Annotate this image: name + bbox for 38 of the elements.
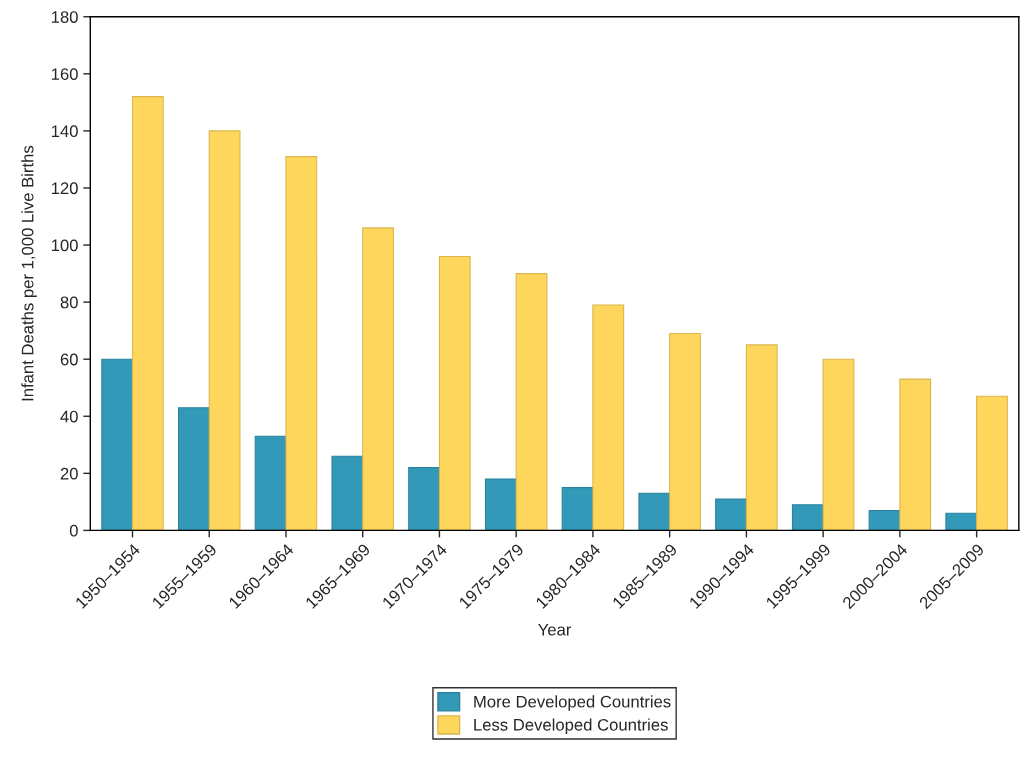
y-tick-label: 80 [60,296,78,309]
bar [899,378,932,531]
bar [177,407,210,531]
bar [285,156,318,531]
y-tick-label: 20 [60,467,78,480]
bar [745,344,778,531]
bar [945,512,978,531]
bar [101,358,134,531]
y-tick-label: 40 [60,410,78,423]
bar [669,332,701,531]
y-tick-label: 120 [51,182,78,195]
y-tick-label: 100 [51,239,78,252]
y-tick-label: 160 [51,68,78,81]
bar [484,478,517,531]
bar [331,455,364,531]
bar [438,255,471,531]
bar [868,509,901,531]
y-tick-label: 180 [51,11,78,23]
bar [515,273,548,531]
bar [715,498,747,531]
legend-label: More Developed Countries [474,695,671,711]
bar [561,487,594,531]
y-tick-label: 0 [69,524,78,537]
bar [131,96,164,531]
y-tick-label: 140 [51,125,78,138]
y-axis-title: Infant Deaths per 1,000 Live Births [21,145,37,401]
legend-label: Less Developed Countries [474,718,668,735]
bar [592,304,625,531]
x-axis-title: Year [538,623,572,636]
bar [408,467,441,531]
bar [362,227,394,531]
bar [822,358,855,531]
y-tick-label: 60 [60,353,78,366]
bar [791,504,824,531]
bar [638,492,671,531]
bar [976,395,1008,531]
bar [208,130,241,531]
bar [254,435,287,531]
